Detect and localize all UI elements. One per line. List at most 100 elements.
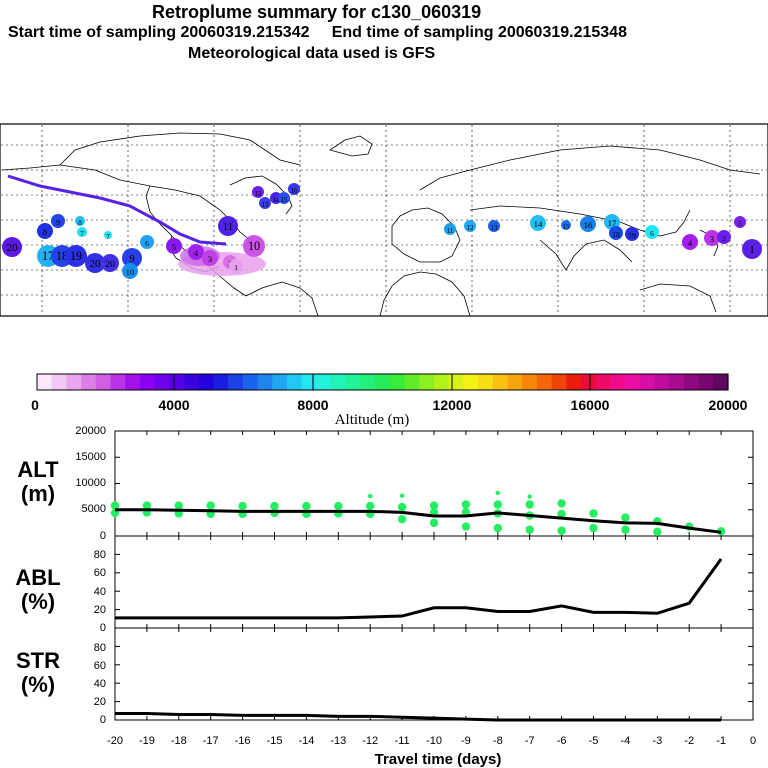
- plume-marker: [580, 216, 596, 232]
- cb-tick-8000: 8000: [297, 397, 328, 413]
- plume-marker-label: 9: [56, 218, 60, 227]
- plume-marker: [122, 248, 142, 268]
- plume-marker: [229, 259, 243, 273]
- x-tick-label: -17: [203, 735, 219, 747]
- plume-marker: [101, 254, 119, 272]
- x-tick-label: -20: [107, 735, 123, 747]
- alt-ytick: 0: [100, 530, 106, 542]
- alt-scatter-point: [397, 502, 407, 512]
- plume-marker-label: 16: [291, 187, 299, 195]
- colorbar-segment: [580, 374, 597, 390]
- plume-marker: [488, 220, 500, 232]
- plume-marker-label: 17: [608, 218, 617, 228]
- plume-marker-label: 6: [145, 239, 149, 248]
- alt-ytick: 15000: [75, 451, 106, 463]
- alt-ytick: 10000: [75, 477, 106, 489]
- alt-scatter-point: [368, 493, 373, 499]
- x-axis-title: Travel time (days): [375, 751, 502, 768]
- colorbar-segment: [669, 374, 685, 390]
- alt-panel-label: ALT: [17, 457, 59, 482]
- colorbar-segment: [360, 374, 376, 390]
- plume-marker: [65, 245, 87, 267]
- colorbar-segment: [492, 374, 509, 390]
- plume-marker-label: 8: [43, 227, 48, 237]
- plume-marker: [278, 192, 290, 204]
- abl-yticks: 80 60 40 20 0: [94, 549, 106, 634]
- plume-marker-label: 12: [255, 190, 263, 198]
- colorbar-segment: [331, 374, 347, 390]
- alt-scatter-point: [142, 501, 152, 510]
- alt-scatter-point: [399, 493, 405, 498]
- colorbar-segment: [419, 374, 435, 390]
- colorbar-segment: [213, 374, 229, 390]
- colorbar-segment: [286, 374, 303, 390]
- plume-marker: [682, 234, 698, 250]
- abl-ytick: 20: [94, 604, 106, 616]
- altitude-colorbar: [36, 373, 729, 391]
- alt-scatter-point: [557, 499, 566, 508]
- plume-marker-label: 11: [447, 227, 454, 235]
- alt-scatter-point: [461, 500, 471, 509]
- plume-marker-label: 1: [234, 263, 238, 272]
- plume-marker: [252, 186, 264, 198]
- alt-scatter-point: [621, 525, 630, 534]
- plume-marker: [202, 250, 218, 266]
- str-ytick: 20: [94, 696, 106, 708]
- x-tick-labels: -20 -19 -18 -17 -16 -15 -14 -13 -12 -11 -10 -9 -8 -7-…: [107, 735, 756, 747]
- x-tick-label: -13: [330, 735, 346, 747]
- str-panel-label: STR: [16, 648, 60, 673]
- colorbar-segment: [184, 374, 200, 390]
- plume-marker-label: 4: [194, 248, 199, 258]
- plume-marker-label: 17: [42, 249, 54, 263]
- plume-marker-label: 16: [584, 220, 593, 230]
- x-tick-label: -10: [426, 735, 442, 747]
- colorbar-segment: [95, 374, 112, 390]
- plume-marker: [218, 216, 238, 236]
- alt-scatter-point: [206, 501, 215, 510]
- series-line-0: [115, 508, 722, 534]
- plume-marker: [2, 237, 22, 257]
- plume-marker: [75, 216, 85, 226]
- colorbar-segment: [654, 374, 670, 390]
- plume-marker: [717, 230, 731, 244]
- plume-marker: [288, 183, 300, 195]
- alt-scatter-point: [302, 501, 311, 511]
- alt-scatter-point: [525, 500, 534, 509]
- colorbar-segment: [683, 374, 700, 390]
- colorbar-segment: [272, 374, 288, 390]
- alt-panel-unit: (m): [21, 481, 55, 506]
- x-tick-label: -15: [267, 735, 283, 747]
- plume-marker-label: 11: [223, 221, 234, 233]
- plume-marker-label: 7: [106, 233, 110, 241]
- alt-ytick: 5000: [82, 503, 106, 515]
- plume-marker: [444, 223, 456, 235]
- x-tick-label: -14: [298, 735, 314, 747]
- plume-marker-label: 10: [248, 239, 260, 253]
- panel-frame: [114, 627, 754, 721]
- alt-yticks: 20000 15000 10000 5000 0: [75, 425, 106, 542]
- alt-scatter-point: [461, 522, 471, 531]
- plume-marker: [704, 230, 720, 246]
- colorbar-tick-labels: 0 4000 8000 12000 16000 20000: [31, 397, 748, 413]
- abl-panel-label: ABL: [15, 565, 60, 590]
- alt-scatter-point: [621, 513, 630, 522]
- cb-tick-20000: 20000: [709, 397, 748, 413]
- str-yticks: 80 60 40 20 0: [94, 642, 106, 726]
- sampling-times: Start time of sampling 20060319.215342 E…: [8, 24, 627, 41]
- plume-marker: [561, 220, 571, 230]
- colorbar-segment: [551, 374, 567, 390]
- str-ytick: 60: [94, 660, 106, 672]
- plume-marker-label: 20: [105, 259, 115, 270]
- alt-scatter-point: [366, 501, 375, 511]
- plume-marker-label: 18: [56, 249, 68, 263]
- panel-frames: [114, 430, 754, 721]
- colorbar-segment: [316, 374, 332, 390]
- colorbar-segment: [125, 374, 141, 390]
- plume-marker-label: 1: [749, 244, 755, 256]
- alt-scatter-point: [557, 526, 566, 535]
- colorbar-segment: [37, 374, 53, 390]
- alt-scatter-point: [238, 501, 247, 511]
- plume-marker-label: 15: [281, 196, 289, 204]
- plume-marker: [140, 235, 154, 249]
- plume-marker: [166, 238, 182, 254]
